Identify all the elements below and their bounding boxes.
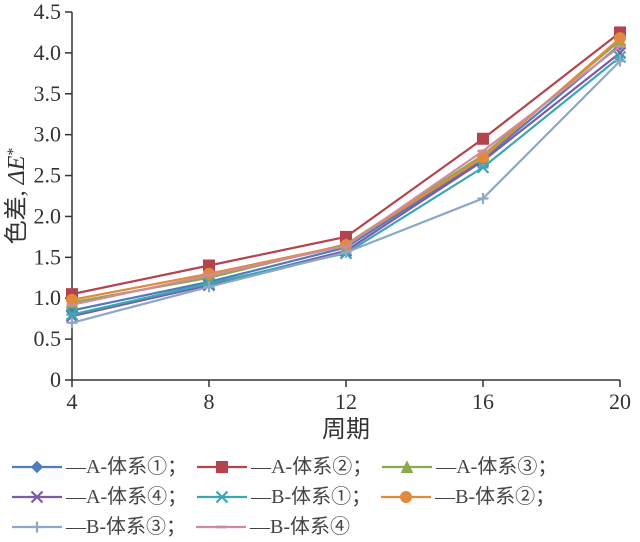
legend-item-A4: —A-体系④； — [10, 482, 187, 512]
legend-item-B1: —B-体系①； — [195, 482, 371, 512]
legend-item-B2: —B-体系②； — [379, 482, 555, 512]
legend-row: —B-体系③； —B-体系④ — [10, 512, 630, 542]
legend-label: —A-体系④； — [66, 482, 187, 512]
svg-text:周期: 周期 — [322, 417, 370, 443]
legend-label: —B-体系④ — [250, 512, 350, 542]
legend-label: —B-体系③； — [66, 512, 186, 542]
chart-container: 4 8 12 16 20 0 0.5 1.0 1.5 2.0 2.5 3.0 3.5 4.0 4.5 周期 色差… — [0, 0, 640, 537]
legend-item-B4: —B-体系④ — [194, 512, 350, 542]
svg-text:3.5: 3.5 — [34, 81, 62, 106]
svg-text:0: 0 — [50, 367, 61, 392]
svg-text:2.0: 2.0 — [34, 203, 62, 228]
legend-row: —A-体系①； —A-体系②； —A-体系③； — [10, 452, 630, 482]
legend-label: —B-体系②； — [435, 482, 555, 512]
legend-item-A1: —A-体系①； — [10, 452, 187, 482]
svg-text:12: 12 — [335, 389, 357, 414]
svg-text:1.0: 1.0 — [34, 285, 62, 310]
svg-text:1.5: 1.5 — [34, 244, 62, 269]
legend-label: —A-体系②； — [251, 452, 372, 482]
legend-item-A2: —A-体系②； — [195, 452, 372, 482]
legend: —A-体系①；—A-体系②；—A-体系③；—A-体系④；—B-体系①；—B-体系… — [10, 452, 630, 542]
legend-row: —A-体系④； —B-体系①； —B-体系②； — [10, 482, 630, 512]
series-B2 — [72, 38, 620, 300]
series-B4 — [72, 46, 620, 304]
line-chart: 4 8 12 16 20 0 0.5 1.0 1.5 2.0 2.5 3.0 3.5 4.0 4.5 周期 色差… — [0, 0, 640, 450]
svg-text:4.0: 4.0 — [34, 40, 62, 65]
svg-text:色差, ΔE*: 色差, ΔE* — [3, 148, 30, 245]
legend-item-B3: —B-体系③； — [10, 512, 186, 542]
svg-text:0.5: 0.5 — [34, 326, 62, 351]
legend-label: —B-体系①； — [251, 482, 371, 512]
svg-text:20: 20 — [609, 389, 631, 414]
legend-label: —A-体系①； — [66, 452, 187, 482]
svg-text:8: 8 — [204, 389, 215, 414]
svg-text:2.5: 2.5 — [34, 163, 62, 188]
svg-text:4.5: 4.5 — [34, 0, 62, 24]
series-A3 — [72, 41, 620, 303]
svg-text:3.0: 3.0 — [34, 122, 62, 147]
series-A1 — [72, 45, 620, 311]
legend-label: —A-体系③； — [436, 452, 557, 482]
svg-text:16: 16 — [472, 389, 494, 414]
svg-text:4: 4 — [67, 389, 78, 414]
legend-item-A3: —A-体系③； — [380, 452, 557, 482]
